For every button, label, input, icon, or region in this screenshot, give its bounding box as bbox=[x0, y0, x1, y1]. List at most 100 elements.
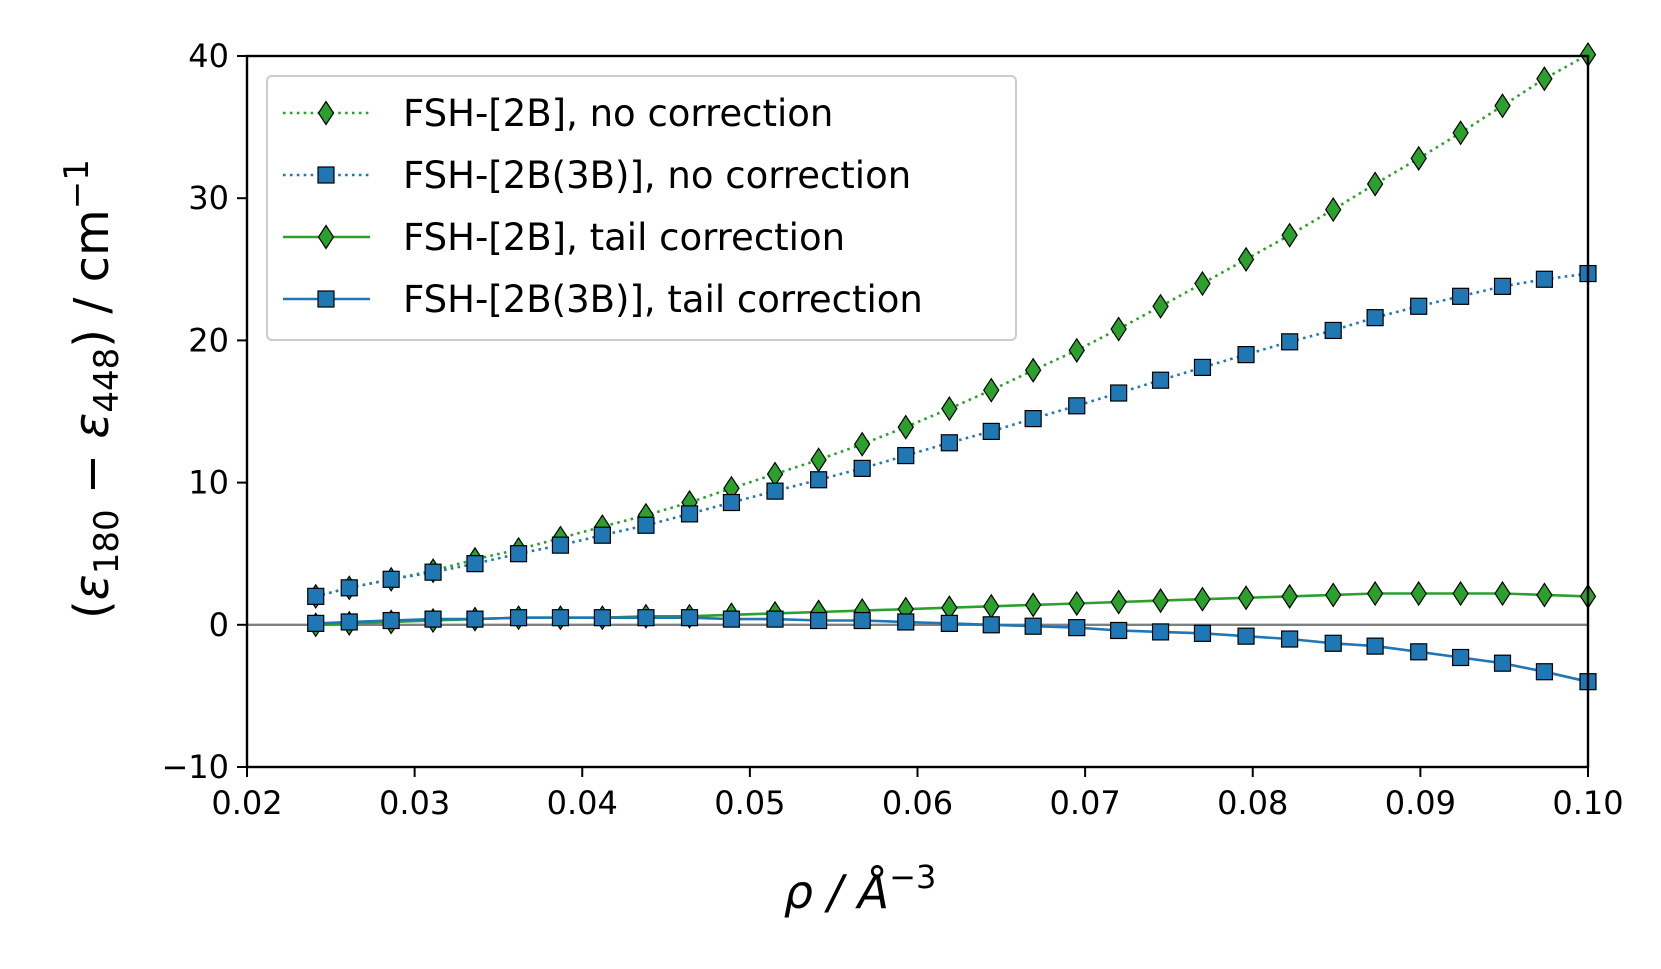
data-point bbox=[897, 446, 915, 465]
data-point bbox=[1152, 293, 1169, 319]
legend: FSH-[2B], no correction FSH-[2B(3B)], no … bbox=[266, 75, 1017, 341]
data-point bbox=[1366, 171, 1384, 197]
y-tick-label: 40 bbox=[188, 37, 229, 75]
data-point bbox=[466, 555, 484, 573]
data-point bbox=[766, 610, 784, 628]
data-point bbox=[509, 609, 528, 627]
data-point bbox=[382, 611, 400, 630]
y-tick-label: −10 bbox=[161, 748, 229, 786]
x-tick-label: 0.08 bbox=[1217, 784, 1288, 822]
data-point bbox=[1152, 588, 1169, 614]
x-tick-label: 0.03 bbox=[379, 784, 450, 822]
data-point bbox=[424, 563, 442, 581]
legend-item-3: FSH-[2B], tail correction bbox=[283, 216, 845, 259]
data-point bbox=[1281, 630, 1299, 648]
data-point bbox=[940, 434, 958, 452]
data-point bbox=[722, 610, 741, 628]
y-tick-label: 30 bbox=[188, 179, 229, 217]
data-point bbox=[982, 616, 1000, 634]
data-point bbox=[1452, 120, 1469, 146]
data-point bbox=[593, 609, 611, 627]
legend-label: FSH-[2B(3B)], no correction bbox=[403, 154, 911, 197]
data-point bbox=[509, 545, 528, 563]
x-axis-title: ρ / Å−3 bbox=[784, 858, 937, 919]
data-point bbox=[1324, 634, 1342, 652]
data-point bbox=[340, 613, 358, 631]
data-point bbox=[382, 570, 400, 588]
data-point bbox=[1068, 397, 1086, 415]
data-point bbox=[1237, 627, 1255, 645]
data-point bbox=[1410, 643, 1428, 661]
data-point bbox=[1536, 582, 1553, 608]
legend-marker bbox=[317, 100, 335, 126]
data-point bbox=[1366, 580, 1384, 607]
y-tick-label: 10 bbox=[188, 464, 229, 502]
data-point bbox=[1536, 66, 1553, 92]
data-point bbox=[1410, 297, 1428, 315]
legend-marker bbox=[317, 166, 335, 184]
data-point bbox=[1068, 619, 1086, 637]
data-point bbox=[1110, 384, 1128, 402]
data-point bbox=[1493, 654, 1512, 672]
data-point bbox=[810, 611, 828, 630]
legend-label: FSH-[2B(3B)], tail correction bbox=[403, 278, 923, 321]
data-point bbox=[1110, 589, 1127, 615]
data-point bbox=[1068, 590, 1085, 617]
data-point bbox=[1366, 309, 1384, 327]
x-tick-label: 0.09 bbox=[1385, 784, 1456, 822]
data-point bbox=[1535, 270, 1554, 288]
data-point bbox=[853, 459, 871, 477]
data-point bbox=[1151, 623, 1170, 641]
y-axis-title: (ε180 − ε448) / cm−1 bbox=[57, 159, 127, 619]
data-point bbox=[593, 526, 611, 544]
data-point bbox=[680, 505, 699, 523]
data-point bbox=[1194, 586, 1211, 612]
data-point bbox=[1193, 624, 1212, 642]
data-point bbox=[424, 610, 442, 628]
data-point bbox=[1281, 583, 1298, 609]
data-point bbox=[1324, 582, 1342, 608]
data-point bbox=[680, 609, 699, 627]
data-point bbox=[1452, 580, 1469, 607]
legend-box bbox=[266, 75, 1017, 341]
data-point bbox=[897, 414, 914, 440]
data-point bbox=[1281, 222, 1298, 248]
axes-layer: 0.02 0.03 0.04 0.05 0.06 0.07 0.08 0.09 0.10 −10 0… bbox=[161, 37, 1623, 822]
data-point bbox=[982, 422, 1000, 441]
legend-item-4: FSH-[2B(3B)], tail correction bbox=[283, 278, 923, 321]
x-tick-label: 0.07 bbox=[1050, 784, 1121, 822]
data-point bbox=[340, 579, 358, 597]
data-point bbox=[1024, 357, 1042, 383]
data-point bbox=[1151, 371, 1170, 389]
data-point bbox=[1494, 93, 1511, 119]
y-tick-label: 0 bbox=[209, 606, 229, 644]
data-point bbox=[551, 609, 570, 627]
data-point bbox=[1110, 621, 1128, 640]
data-point bbox=[983, 377, 1000, 403]
data-point bbox=[1281, 333, 1299, 351]
data-point bbox=[897, 613, 915, 631]
data-point bbox=[1024, 617, 1042, 635]
legend-item-1: FSH-[2B], no correction bbox=[283, 92, 833, 135]
data-point bbox=[1194, 270, 1211, 297]
legend-label: FSH-[2B], no correction bbox=[403, 92, 833, 135]
data-point bbox=[466, 610, 484, 628]
data-point bbox=[1410, 145, 1427, 171]
legend-label: FSH-[2B], tail correction bbox=[403, 216, 845, 259]
legend-item-2: FSH-[2B(3B)], no correction bbox=[283, 154, 911, 197]
data-point bbox=[1452, 648, 1470, 667]
data-point bbox=[940, 614, 958, 632]
x-tick-label: 0.10 bbox=[1552, 784, 1623, 822]
data-point bbox=[551, 536, 570, 554]
data-point bbox=[1493, 277, 1512, 295]
data-point bbox=[307, 614, 325, 632]
data-point bbox=[307, 587, 325, 605]
data-point bbox=[1324, 196, 1342, 223]
data-point bbox=[853, 431, 871, 457]
legend-marker bbox=[317, 290, 335, 308]
data-point bbox=[853, 611, 871, 630]
data-point bbox=[1110, 316, 1127, 342]
data-point bbox=[766, 482, 784, 500]
data-point bbox=[1068, 337, 1085, 363]
